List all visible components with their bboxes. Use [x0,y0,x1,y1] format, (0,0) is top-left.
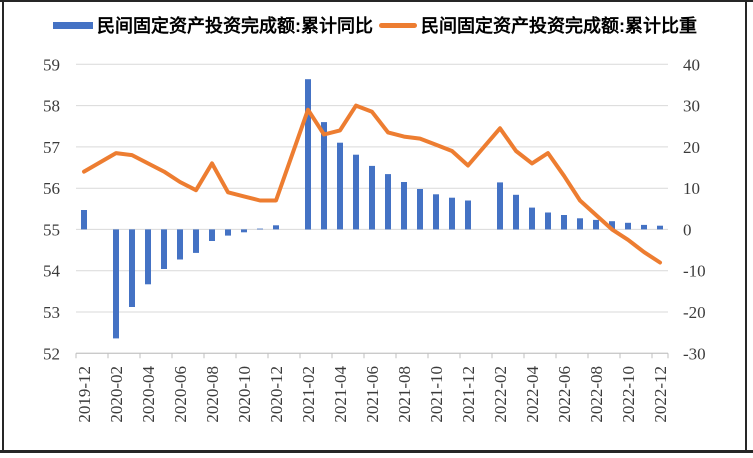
bar-2021-11 [449,197,455,230]
y-axis-right-tick: 30 [683,97,700,116]
y-axis-right-tick: 10 [683,179,700,198]
bar-2020-12 [273,225,279,230]
x-axis-tick: 2021-08 [395,366,414,423]
legend-label-bar-series: 民间固定资产投资完成额:累计同比 [97,16,373,36]
x-axis-tick: 2019-12 [75,366,94,423]
x-axis-tick: 2020-08 [203,366,222,423]
y-axis-left-tick: 57 [43,138,61,157]
bar-2021-10 [433,194,439,230]
x-axis-tick: 2020-10 [235,366,254,423]
y-axis-right-tick: 20 [683,138,700,157]
y-axis-left-tick: 55 [43,220,60,239]
bar-2020-02 [113,229,119,339]
bar-2020-05 [161,229,167,269]
bar-2022-10 [625,222,631,230]
bar-2022-04 [529,207,535,230]
bar-2021-07 [385,174,391,230]
bar-2021-06 [369,165,375,230]
x-axis-tick: 2022-10 [619,366,638,423]
y-axis-left-tick: 52 [43,344,60,363]
x-axis-tick: 2022-02 [491,366,510,423]
x-axis-tick: 2021-06 [363,366,382,423]
bar-2022-02 [497,182,503,230]
x-axis-tick: 2021-10 [427,366,446,423]
bar-2020-09 [225,229,231,236]
bar-2019-12 [81,210,87,230]
bar-2021-04 [337,142,343,230]
legend-item-bar-series: 民间固定资产投资完成额:累计同比 [53,12,373,38]
bar-2022-07 [577,218,583,230]
frame-border-bottom [0,450,753,453]
bar-2020-03 [129,229,135,307]
frame-border-top [0,0,753,2]
frame-border-right [745,0,747,453]
x-axis-tick: 2021-02 [299,366,318,423]
x-axis-tick: 2020-12 [267,366,286,423]
bar-2020-07 [193,229,199,253]
legend-label-line-series: 民间固定资产投资完成额:累计比重 [421,16,697,36]
bar-2022-12 [657,225,663,230]
y-axis-left-tick: 58 [43,97,60,116]
y-axis-right-tick: -30 [683,344,706,363]
y-axis-right-tick: 0 [683,220,692,239]
bar-2021-02 [305,79,311,230]
bar-2021-05 [353,154,359,230]
y-axis-left-tick: 54 [43,262,61,281]
bar-2022-03 [513,194,519,230]
bar-2022-05 [545,212,551,230]
frame-border-left [2,0,4,453]
chart-legend: 民间固定资产投资完成额:累计同比 民间固定资产投资完成额:累计比重 [53,13,703,37]
bar-2020-04 [145,229,151,285]
y-axis-left-tick: 59 [43,55,60,74]
bar-2020-06 [177,229,183,260]
y-axis-left-tick: 53 [43,303,60,322]
bar-2020-10 [241,229,247,233]
bar-2020-08 [209,229,215,241]
x-axis-tick: 2022-04 [523,366,542,423]
y-axis-right-tick: 40 [683,55,700,74]
bar-2020-11 [257,228,263,230]
bar-2022-08 [593,219,599,230]
line-series-swatch-icon [379,22,417,28]
x-axis-tick: 2021-12 [459,366,478,423]
x-axis-tick: 2020-02 [107,366,126,423]
bar-series-swatch-icon [53,21,93,29]
bar-2021-08 [401,182,407,230]
y-axis-right-tick: -20 [683,303,706,322]
bar-2022-06 [561,215,567,230]
bar-2022-09 [609,221,615,230]
x-axis-tick: 2020-04 [139,366,158,423]
y-axis-left-tick: 56 [43,179,60,198]
bar-2021-03 [321,122,327,230]
bar-2021-12 [465,200,471,230]
x-axis-tick: 2022-12 [651,366,670,423]
x-axis-tick: 2022-08 [587,366,606,423]
legend-item-line-series: 民间固定资产投资完成额:累计比重 [379,12,697,38]
bar-2021-09 [417,189,423,230]
share-line [82,103,662,265]
x-axis-tick: 2022-06 [555,366,574,423]
x-axis-tick: 2020-06 [171,366,190,423]
y-axis-right-tick: -10 [683,262,706,281]
bar-2022-11 [641,224,647,230]
x-axis-tick: 2021-04 [331,366,350,423]
